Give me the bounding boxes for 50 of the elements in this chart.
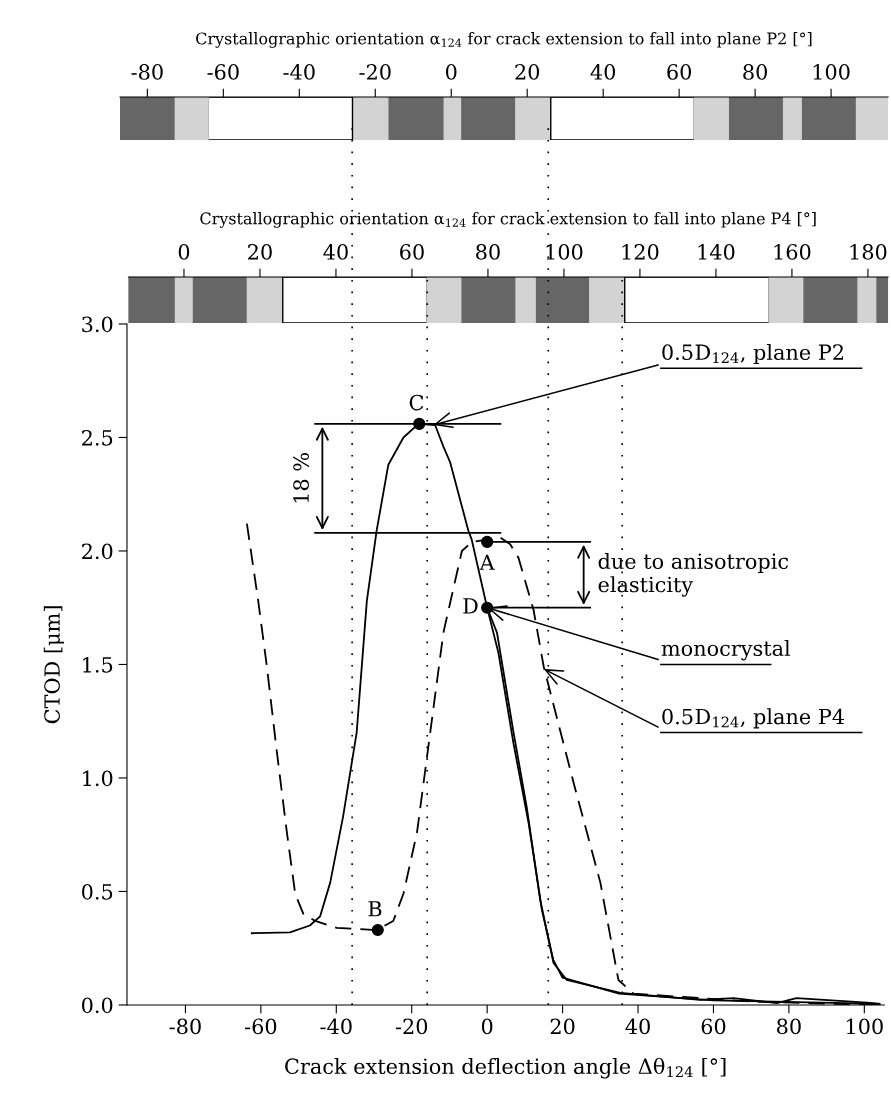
annotation: B [368,901,382,917]
x-tick-label: 100 [546,244,583,260]
x-tick-label: 0 [481,1018,493,1035]
annotation: D [463,598,478,614]
x-tick-label: 40 [625,1018,650,1035]
y-axis-title: CTOD [μm] [43,606,64,724]
x-tick-label: 80 [476,244,500,260]
x-tick-label: -40 [320,1018,352,1035]
x-tick-label: 20 [248,244,272,260]
x-tick-label: -80 [169,1018,201,1035]
x-tick-label: 60 [400,244,424,260]
x-tick-label: -20 [395,1018,428,1035]
y-tick-label: 3.0 [82,316,113,333]
x-tick-label: 160 [774,244,811,260]
x-tick-label: 40 [590,64,616,80]
x-tick-label: 80 [777,1018,801,1035]
x-tick-label: -40 [283,64,315,80]
y-tick-label: 0.0 [82,997,113,1014]
x-tick-label: 140 [698,244,735,260]
x-tick-label: 120 [622,244,659,260]
x-tick-label: 20 [550,1018,575,1035]
annotation: monocrystal [661,639,791,661]
x-tick-label: -20 [359,64,391,80]
x-tick-label: 180 [850,244,887,260]
x-tick-label: 100 [846,1018,883,1035]
y-tick-label: 0.5 [82,883,113,900]
x-tick-label: -60 [207,64,239,80]
y-tick-label: 1.5 [83,656,113,673]
y-tick-label: 2.0 [82,543,113,560]
x-tick-label: 40 [323,244,348,260]
x-axis-title: Crack extension deflection angle Δθ$_{124}$ [°] [285,1057,726,1079]
y-tick-label: 2.5 [82,429,113,446]
annotation: due to anisotropic elasticity [598,552,789,597]
x-tick-label: 60 [667,64,692,80]
x-tick-label: 80 [743,64,767,80]
x-tick-label: -80 [131,64,163,80]
x-axis-title: Crystallographic orientation α$_{124}$ for crack extension to fall into plane P4 [°] [200,212,816,228]
annotation: A [479,554,495,570]
annotation: 18 % [293,453,309,503]
y-tick-label: 1.0 [83,770,113,787]
annotation: 0.5D$_{124}$, plane P2 [662,343,844,365]
x-tick-label: 60 [701,1018,726,1035]
x-tick-label: 0 [445,64,457,80]
x-tick-label: 0 [178,244,190,260]
x-tick-label: 100 [813,64,850,80]
annotation: C [409,394,424,411]
x-tick-label: -60 [245,1018,277,1035]
x-axis-title: Crystallographic orientation α$_{124}$ for crack extension to fall into plane P2 [°] [196,32,812,48]
x-tick-label: 20 [515,64,540,80]
annotation: 0.5D$_{124}$, plane P4 [662,708,845,729]
